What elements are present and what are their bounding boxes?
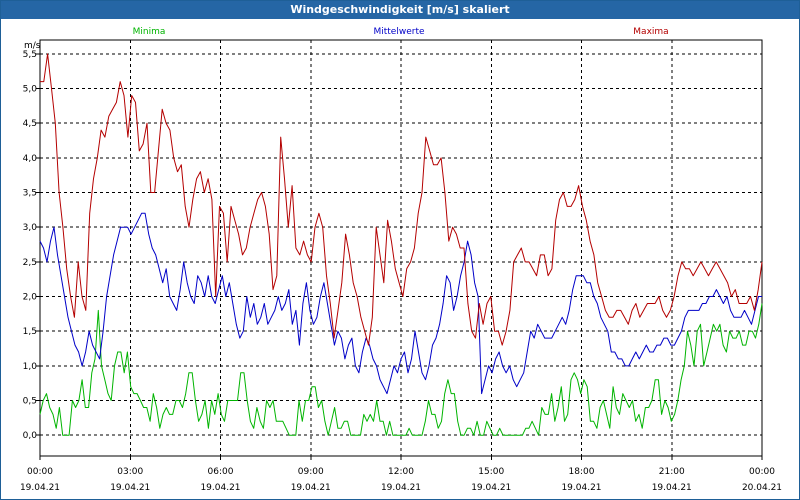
x-tick-time-label: 21:00 — [659, 467, 685, 477]
x-tick-date-label: 19.04.21 — [200, 483, 240, 493]
y-tick-label: 0,0 — [23, 431, 38, 441]
chart-series — [39, 53, 763, 436]
y-tick-label: 2,0 — [23, 293, 38, 303]
series-line-mittelwerte — [39, 212, 762, 395]
x-tick-time-label: 09:00 — [298, 467, 324, 477]
x-tick-date-label: 19.04.21 — [381, 483, 421, 493]
x-tick-date-label: 19.04.21 — [471, 483, 511, 493]
y-axis-label: m/s — [24, 41, 41, 51]
x-tick-time-label: 15:00 — [478, 467, 504, 477]
y-tick-label: 1,0 — [23, 362, 38, 372]
legend-entry-minima: Minima — [133, 27, 166, 37]
chart-area: 0,0 0,5 1,0 1,5 2,0 2,5 3,0 3,5 4,0 4,5 5,0 5,5 00:… — [20, 27, 782, 493]
chart-grid — [40, 40, 762, 456]
legend-entry-maxima: Maxima — [633, 27, 668, 37]
y-tick-label: 2,5 — [23, 258, 37, 268]
y-axis-ticks: 0,0 0,5 1,0 1,5 2,0 2,5 3,0 3,5 4,0 4,5 5,0 5,5 — [23, 50, 40, 441]
series-line-maxima — [40, 53, 763, 346]
legend-entry-mittelwerte: Mittelwerte — [373, 27, 424, 37]
y-tick-label: 4,5 — [23, 119, 37, 129]
x-tick-date-label: 19.04.21 — [110, 483, 150, 493]
x-tick-time-label: 12:00 — [388, 467, 414, 477]
series-line-minima — [39, 303, 763, 436]
y-tick-label: 3,5 — [23, 189, 37, 199]
x-tick-time-label: 06:00 — [208, 467, 234, 477]
window-title: Windgeschwindigkeit [m/s] skaliert — [1, 1, 799, 19]
x-tick-date-label: 19.04.21 — [291, 483, 331, 493]
plot-frame — [39, 39, 763, 457]
x-tick-date-label: 19.04.21 — [652, 483, 692, 493]
x-tick-time-label: 00:00 — [749, 467, 775, 477]
y-tick-label: 5,5 — [23, 50, 37, 60]
x-tick-date-label: 19.04.21 — [561, 483, 601, 493]
y-tick-label: 1,5 — [23, 327, 37, 337]
y-tick-label: 0,5 — [23, 397, 37, 407]
x-tick-date-label: 20.04.21 — [742, 483, 782, 493]
chart-legend: Minima Mittelwerte Maxima — [133, 27, 669, 37]
y-tick-label: 5,0 — [23, 85, 38, 95]
y-tick-label: 3,0 — [23, 223, 38, 233]
x-tick-date-label: 19.04.21 — [20, 483, 60, 493]
x-tick-time-label: 00:00 — [27, 467, 53, 477]
x-tick-time-label: 03:00 — [117, 467, 143, 477]
x-axis-ticks: 00:00 19.04.21 03:00 19.04.21 06:00 19.04.21 0… — [20, 456, 782, 493]
y-tick-label: 4,0 — [23, 154, 38, 164]
x-tick-time-label: 18:00 — [569, 467, 595, 477]
